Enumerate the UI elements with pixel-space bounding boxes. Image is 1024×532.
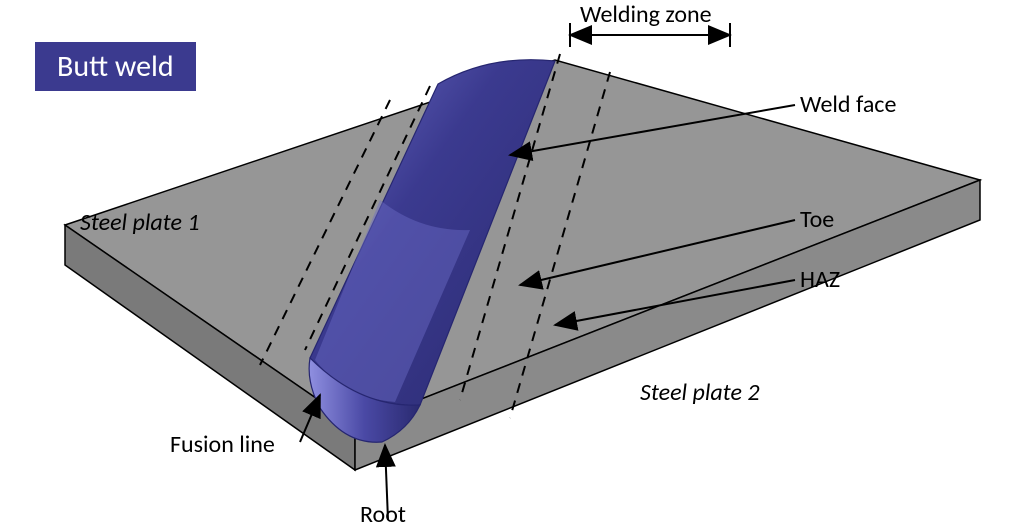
label-fusion-line: Fusion line [170,430,275,459]
label-weld-face: Weld face [800,90,896,119]
label-root: Root [360,500,406,529]
label-steel-plate-1: Steel plate 1 [80,208,200,237]
label-welding-zone: Welding zone [580,0,712,29]
label-toe: Toe [800,205,834,234]
label-steel-plate-2: Steel plate 2 [640,378,760,407]
label-haz: HAZ [800,265,840,294]
diagram-title: Butt weld [35,42,196,91]
